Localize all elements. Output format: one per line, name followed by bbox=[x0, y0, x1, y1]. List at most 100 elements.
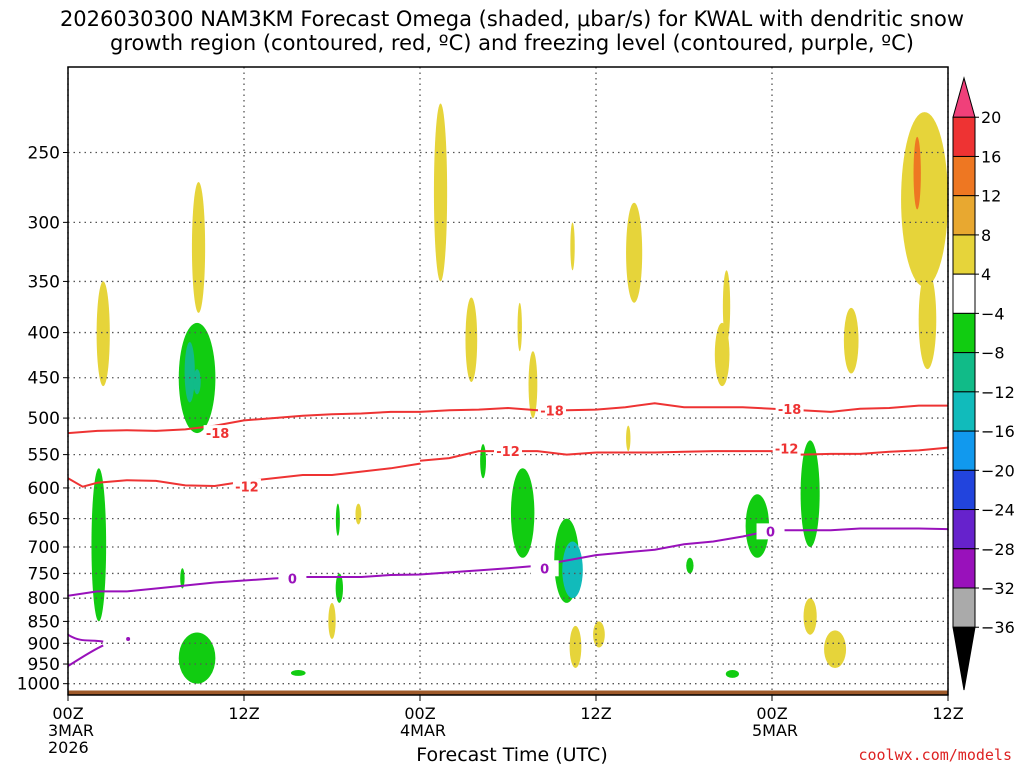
terrain-strip bbox=[68, 690, 948, 695]
colorbar-label-2: 12 bbox=[981, 187, 1001, 206]
omega-region-26 bbox=[626, 425, 631, 452]
colorbar-label-12: −32 bbox=[981, 579, 1015, 598]
colorbar-label-8: −16 bbox=[981, 422, 1015, 441]
omega-shading bbox=[91, 103, 948, 684]
colorbar-swatch-11 bbox=[952, 509, 976, 550]
colorbar-swatch-3 bbox=[952, 195, 976, 236]
xtick-sublabel-48: 5MAR bbox=[752, 721, 798, 740]
colorbar-label-10: −24 bbox=[981, 501, 1015, 520]
colorbar-swatch-10 bbox=[952, 469, 976, 511]
omega-region-29 bbox=[714, 322, 730, 387]
omega-region-17 bbox=[528, 351, 538, 419]
contour-label-minus12-b: -12 bbox=[496, 445, 520, 460]
contour-label-minus18-b: -18 bbox=[540, 404, 564, 419]
omega-region-25 bbox=[626, 202, 643, 303]
chart-title-line-2: growth region (contoured, red, ºC) and f… bbox=[110, 31, 914, 55]
ytick-label-950: 950 bbox=[28, 655, 60, 675]
colorbar-arrow-top bbox=[952, 76, 976, 118]
contour-line-3 bbox=[68, 527, 948, 597]
omega-region-3 bbox=[184, 342, 195, 403]
omega-region-31 bbox=[725, 670, 740, 678]
xtick-label-0: 00Z bbox=[52, 704, 83, 723]
ytick-label-650: 650 bbox=[28, 510, 60, 530]
colorbar-swatch-7 bbox=[952, 352, 976, 393]
omega-region-37 bbox=[913, 136, 921, 210]
ytick-label-700: 700 bbox=[28, 538, 60, 558]
omega-region-13 bbox=[433, 103, 448, 282]
omega-region-34 bbox=[824, 630, 847, 669]
colorbar: 20 16 12 8 4 −4 −8 −12 −16 −20 −24 −28 −32 −36 bbox=[952, 76, 1015, 691]
omega-region-6 bbox=[335, 503, 340, 536]
xtick-sublabel2-0: 2026 bbox=[48, 738, 89, 757]
ytick-label-850: 850 bbox=[28, 612, 60, 632]
ytick-label-450: 450 bbox=[28, 369, 60, 389]
omega-region-22 bbox=[569, 625, 582, 669]
omega-region-38 bbox=[918, 270, 937, 370]
x-axis-title: Forecast Time (UTC) bbox=[416, 744, 608, 766]
omega-region-5 bbox=[355, 503, 362, 525]
colorbar-label-3: 8 bbox=[981, 226, 991, 245]
colorbar-label-9: −20 bbox=[981, 461, 1015, 480]
omega-region-9 bbox=[91, 468, 107, 622]
omega-region-4 bbox=[193, 369, 201, 395]
colorbar-label-5: −4 bbox=[981, 304, 1005, 323]
omega-region-15 bbox=[480, 444, 487, 479]
omega-region-36 bbox=[901, 112, 948, 287]
colorbar-label-7: −12 bbox=[981, 383, 1015, 402]
omega-region-12 bbox=[290, 670, 306, 676]
omega-region-23 bbox=[593, 621, 605, 648]
omega-region-33 bbox=[803, 598, 817, 635]
xtick-sublabel-24: 4MAR bbox=[400, 721, 446, 740]
omega-region-16 bbox=[517, 302, 522, 352]
colorbar-swatch-4 bbox=[952, 234, 976, 275]
freezing-level-squiggle bbox=[68, 633, 104, 667]
omega-region-24 bbox=[570, 222, 575, 271]
colorbar-swatch-8 bbox=[952, 391, 976, 432]
omega-region-27 bbox=[686, 557, 694, 574]
contour-label-minus12-c: -12 bbox=[775, 442, 799, 457]
colorbar-swatch-13 bbox=[952, 587, 976, 628]
xtick-sublabel-0: 3MAR bbox=[48, 721, 94, 740]
plot-frame bbox=[67, 66, 949, 696]
colorbar-label-11: −28 bbox=[981, 540, 1015, 559]
colorbar-label-4: 4 bbox=[981, 265, 991, 284]
contour-label-minus18-c: -18 bbox=[778, 403, 802, 418]
omega-region-28 bbox=[722, 270, 731, 343]
omega-region-35 bbox=[843, 307, 859, 374]
colorbar-swatch-9 bbox=[952, 430, 976, 471]
colorbar-arrow-bottom bbox=[952, 626, 976, 691]
omega-region-18 bbox=[510, 468, 535, 558]
omega-region-32 bbox=[800, 440, 820, 548]
contour-label-minus12-a: -12 bbox=[235, 481, 259, 496]
colorbar-label-0: 20 bbox=[981, 108, 1001, 127]
omega-region-7 bbox=[335, 573, 344, 603]
colorbar-swatch-1 bbox=[952, 116, 976, 157]
ytick-label-600: 600 bbox=[28, 479, 60, 499]
ytick-label-750: 750 bbox=[28, 564, 60, 584]
colorbar-swatch-5 bbox=[952, 273, 976, 314]
xtick-label-60: 12Z bbox=[932, 704, 963, 723]
xtick-label-48: 00Z bbox=[756, 704, 787, 723]
xtick-label-24: 00Z bbox=[404, 704, 435, 723]
ytick-label-400: 400 bbox=[28, 324, 60, 344]
ytick-label-900: 900 bbox=[28, 634, 60, 654]
grid bbox=[67, 67, 949, 695]
ytick-label-250: 250 bbox=[28, 143, 60, 163]
watermark-link[interactable]: coolwx.com/models bbox=[858, 746, 1012, 764]
xtick-label-12: 12Z bbox=[228, 704, 259, 723]
freezing-level-dot bbox=[126, 637, 131, 642]
contour-label-zero-a: 0 bbox=[288, 573, 297, 588]
chart-title-line-1: 2026030300 NAM3KM Forecast Omega (shaded… bbox=[59, 7, 965, 31]
contour-line-2 bbox=[68, 462, 421, 488]
xtick-label-36: 12Z bbox=[580, 704, 611, 723]
colorbar-swatch-6 bbox=[952, 312, 976, 354]
ytick-label-500: 500 bbox=[28, 409, 60, 429]
contour-label-zero-c: 0 bbox=[766, 525, 775, 540]
ytick-label-300: 300 bbox=[28, 213, 60, 233]
omega-region-14 bbox=[465, 297, 478, 382]
ytick-label-550: 550 bbox=[28, 446, 60, 466]
colorbar-swatch-2 bbox=[952, 155, 976, 197]
omega-region-21 bbox=[562, 541, 583, 599]
ytick-label-1000: 1000 bbox=[17, 675, 60, 695]
